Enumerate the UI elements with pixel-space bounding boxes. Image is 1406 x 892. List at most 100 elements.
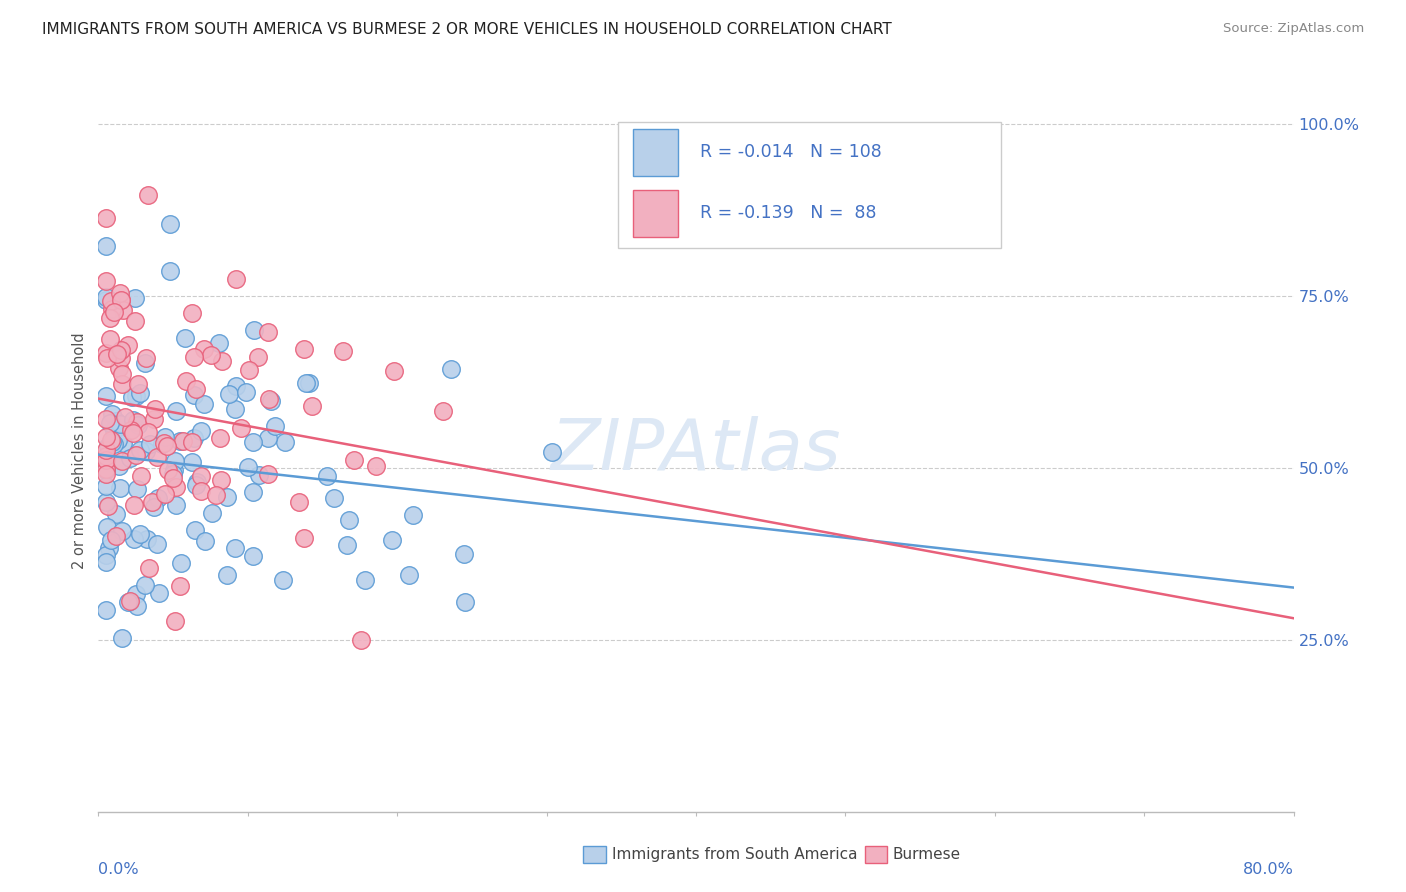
Point [114,410,136,425]
Point [159,264,181,278]
Point [208,431,231,445]
Point [117,338,139,352]
Point [94,548,117,562]
Point [96,520,118,534]
Point [336,539,359,553]
Point [225,272,247,286]
Point [398,568,420,582]
Point [205,488,228,502]
Point [122,413,145,427]
Point [218,387,240,401]
Point [155,430,177,444]
Point [193,397,215,411]
Point [135,351,157,365]
Point [190,484,212,499]
Point [181,306,204,320]
Point [108,481,131,495]
Point [138,561,160,575]
Point [432,403,454,417]
Text: Source: ZipAtlas.com: Source: ZipAtlas.com [1223,22,1364,36]
Point [121,390,143,404]
Point [129,386,152,401]
Point [163,614,186,628]
Point [540,444,562,458]
Point [200,348,222,362]
Point [257,392,280,407]
Point [454,595,477,609]
Point [143,401,166,416]
Point [323,491,346,506]
Point [125,415,148,429]
Point [190,468,212,483]
Point [111,454,134,468]
Point [110,293,132,307]
Point [209,473,232,487]
Point [124,291,146,305]
Point [105,414,128,428]
Point [382,364,405,378]
Point [128,443,150,458]
Text: R = -0.139   N =  88: R = -0.139 N = 88 [700,204,876,222]
Point [211,354,233,368]
Point [97,499,120,513]
FancyBboxPatch shape [633,190,678,237]
Point [94,293,117,307]
Point [121,425,143,440]
Text: IMMIGRANTS FROM SOUTH AMERICA VS BURMESE 2 OR MORE VEHICLES IN HOUSEHOLD CORRELA: IMMIGRANTS FROM SOUTH AMERICA VS BURMESE… [42,22,891,37]
Point [127,599,149,613]
Point [118,594,141,608]
Point [108,285,131,300]
Point [94,494,117,508]
Point [127,482,149,496]
Point [172,434,194,448]
Point [124,532,146,546]
Point [271,573,294,587]
Point [274,435,297,450]
Point [94,461,117,475]
Point [117,595,139,609]
Point [183,524,205,538]
Point [242,549,264,563]
Point [152,436,174,450]
Point [100,332,122,346]
Point [142,412,165,426]
Point [104,529,127,543]
Point [224,541,246,555]
Point [96,351,118,366]
FancyBboxPatch shape [633,128,678,176]
Point [183,431,205,445]
Point [193,343,215,357]
Point [94,453,117,467]
Point [94,449,117,463]
Point [110,524,132,538]
Text: Burmese: Burmese [893,847,960,862]
Point [107,433,129,447]
Point [350,632,373,647]
Point [146,450,169,465]
Point [94,274,117,288]
Point [94,467,117,481]
Point [150,437,173,451]
Point [136,188,159,202]
Point [94,479,117,493]
Point [453,547,475,561]
Point [141,494,163,508]
Point [135,444,157,458]
Point [103,424,125,438]
Point [125,448,148,462]
Point [295,376,318,390]
Point [97,439,120,453]
Point [128,527,150,541]
Point [103,304,125,318]
Point [181,455,204,469]
Point [94,412,117,426]
Point [174,375,197,389]
Point [155,439,177,453]
Point [94,555,117,569]
Point [98,417,121,431]
Point [110,343,132,357]
Text: ZIPAtlas: ZIPAtlas [551,416,841,485]
Point [100,433,122,447]
Point [98,541,121,555]
Point [101,301,124,316]
